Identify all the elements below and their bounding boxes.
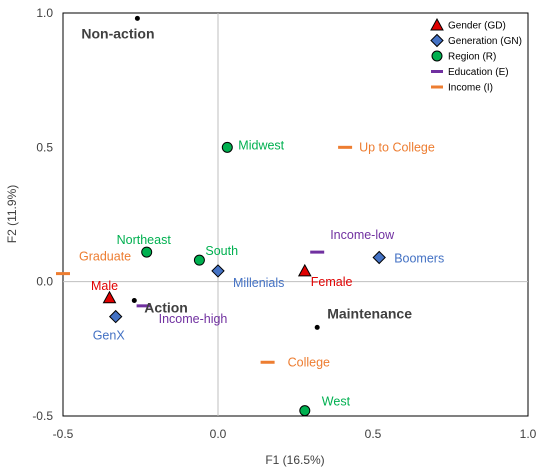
y-axis-tick-labels: -0.5 0.0 0.5 1.0 [32,6,53,423]
point-west [299,405,311,417]
x-axis-title: F1 (16.5%) [265,453,324,467]
legend: Gender (GD) Generation (GN) Region (R) Educ… [430,17,522,94]
point-label-genx: GenX [93,329,126,343]
x-tick-label: 0.0 [210,427,227,441]
y-tick-label: -0.5 [32,409,53,423]
legend-label-gender: Gender (GD) [448,21,506,32]
y-axis-title: F2 (11.9%) [5,185,19,243]
point-label-female: Female [311,275,353,289]
indicator-label-maintenance: Maintenance [327,305,412,321]
x-axis-tick-labels: -0.5 0.0 0.5 1.0 [53,427,537,441]
legend-label-income: Income (I) [448,83,493,94]
point-genx [108,309,123,324]
legend-marker-generation [430,33,444,48]
point-millenials [211,264,225,278]
indicator-dot-non-action [134,15,140,21]
legend-marker-region [431,50,443,62]
indicator-label-non-action: Non-action [81,25,154,41]
plot-area-frame [62,12,529,417]
legend-marker-gender [430,17,444,31]
point-northeast [141,246,153,258]
point-label-boomers: Boomers [394,251,444,265]
point-label-income-low: Income-low [330,228,395,242]
point-label-up-to-college: Up to College [359,140,435,154]
indicator-label-action: Action [144,299,188,315]
legend-label-region: Region (R) [448,52,496,63]
point-label-college: College [288,355,330,369]
point-boomers [372,250,386,265]
legend-label-education: Education (E) [448,67,509,78]
point-label-midwest: Midwest [238,138,284,152]
point-female [297,263,312,277]
point-label-income-high: Income-high [159,312,228,326]
point-label-male: Male [91,279,118,293]
point-midwest [221,141,233,153]
point-label-millenials: Millenials [233,276,284,290]
point-south [193,254,205,266]
indicator-dot-action [131,297,137,303]
y-tick-label: 1.0 [36,6,53,20]
x-tick-label: 0.5 [365,427,382,441]
point-label-west: West [322,395,351,409]
x-tick-label: 1.0 [520,427,537,441]
indicator-points: Non-action Action Maintenance [81,15,412,330]
x-tick-label: -0.5 [53,427,74,441]
point-male [102,290,117,304]
legend-label-generation: Generation (GN) [448,36,522,47]
y-tick-label: 0.5 [36,140,53,154]
point-label-northeast: Northeast [117,233,172,247]
data-points: Female Male Boomers Millenials GenX Midwest No… [56,138,444,417]
y-tick-label: 0.0 [36,275,53,289]
indicator-dot-maintenance [314,324,320,330]
point-label-graduate: Graduate [79,250,131,264]
point-label-south: South [205,244,238,258]
